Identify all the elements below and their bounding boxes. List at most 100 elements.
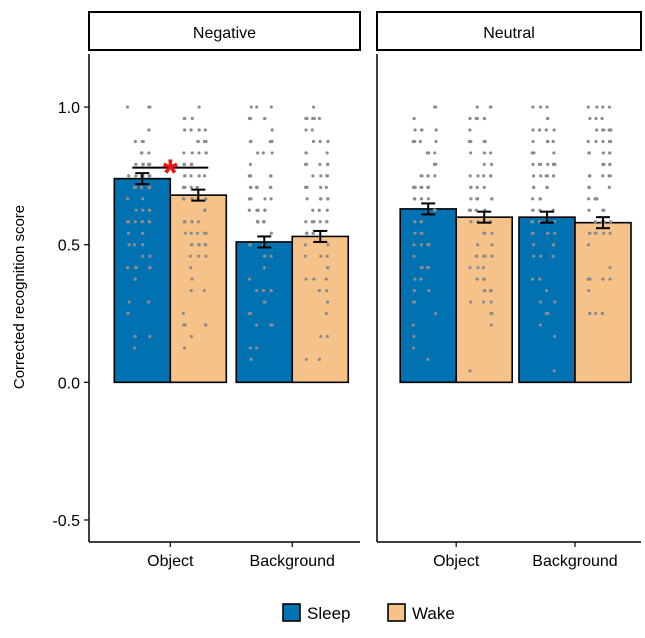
data-point — [530, 277, 534, 281]
data-point — [139, 151, 143, 155]
data-point — [545, 105, 549, 109]
data-point — [530, 220, 534, 224]
data-point — [412, 116, 416, 121]
x-tick-label: Background — [250, 553, 335, 570]
data-point — [539, 254, 543, 258]
data-point — [469, 300, 473, 304]
data-point — [204, 197, 208, 201]
data-point — [538, 323, 542, 327]
data-point — [318, 139, 322, 144]
data-point — [475, 116, 479, 121]
data-point — [588, 311, 592, 316]
legend-swatch-sleep — [282, 603, 301, 622]
data-point — [311, 174, 315, 178]
data-point — [551, 254, 555, 258]
data-point — [419, 220, 423, 224]
data-point — [134, 174, 138, 178]
data-point — [304, 128, 308, 132]
data-point — [609, 220, 613, 224]
data-point — [419, 185, 423, 189]
legend-swatch-wake — [387, 603, 406, 622]
data-point — [127, 174, 131, 178]
data-point — [141, 197, 145, 201]
data-point — [468, 128, 472, 132]
data-point — [147, 105, 151, 109]
data-point — [270, 151, 274, 155]
data-point — [468, 174, 472, 178]
data-point — [412, 254, 416, 258]
bar-sleep — [113, 177, 172, 384]
data-point — [531, 105, 535, 109]
data-point — [482, 185, 486, 189]
data-point — [311, 231, 316, 235]
data-point — [147, 151, 151, 155]
data-point — [312, 116, 316, 121]
data-point — [195, 185, 199, 189]
data-point — [601, 208, 605, 212]
data-point — [183, 116, 187, 121]
data-point — [304, 220, 308, 224]
data-point — [553, 162, 557, 167]
data-point — [552, 369, 556, 373]
data-point — [595, 105, 599, 109]
data-point — [488, 105, 492, 109]
data-point — [426, 197, 430, 201]
data-point — [608, 266, 612, 270]
data-point — [269, 197, 273, 201]
data-point — [490, 254, 494, 258]
data-point — [248, 243, 253, 247]
data-point — [127, 300, 131, 304]
data-point — [195, 231, 200, 235]
data-point — [270, 128, 274, 132]
data-point — [426, 243, 430, 247]
data-point — [269, 254, 273, 258]
data-point — [419, 243, 424, 247]
data-point — [467, 208, 472, 212]
data-point — [204, 323, 208, 327]
data-point — [304, 277, 308, 281]
data-point — [413, 220, 417, 224]
data-point — [141, 254, 145, 258]
data-point — [476, 266, 480, 270]
panel-title: Negative — [193, 25, 256, 42]
data-point — [312, 220, 316, 224]
data-point — [189, 185, 193, 189]
data-point — [268, 185, 272, 189]
data-point — [247, 116, 251, 121]
data-point — [539, 174, 543, 178]
data-point — [189, 174, 193, 178]
data-point — [413, 139, 417, 144]
data-point — [481, 300, 486, 304]
data-point — [325, 334, 329, 339]
data-point — [608, 174, 612, 178]
data-point — [418, 139, 422, 144]
legend-label-wake: Wake — [412, 604, 455, 623]
data-point — [190, 151, 194, 155]
data-point — [183, 128, 187, 132]
data-point — [532, 185, 536, 189]
data-point — [482, 277, 486, 281]
data-point — [538, 197, 542, 201]
data-point — [469, 220, 473, 224]
data-point — [531, 208, 535, 212]
data-point — [482, 151, 487, 155]
data-point — [182, 346, 187, 350]
data-point — [411, 346, 416, 350]
data-point — [607, 128, 611, 132]
data-point — [319, 185, 323, 189]
data-point — [412, 243, 416, 247]
data-point — [189, 334, 194, 339]
data-point — [325, 174, 329, 178]
data-point — [544, 128, 548, 132]
data-point — [594, 116, 598, 121]
data-point — [312, 277, 316, 281]
data-point — [196, 139, 200, 144]
data-point — [475, 197, 479, 201]
data-point — [182, 185, 186, 189]
data-point — [140, 220, 144, 224]
data-point — [325, 288, 329, 293]
data-point — [255, 105, 259, 109]
data-point — [537, 162, 542, 167]
